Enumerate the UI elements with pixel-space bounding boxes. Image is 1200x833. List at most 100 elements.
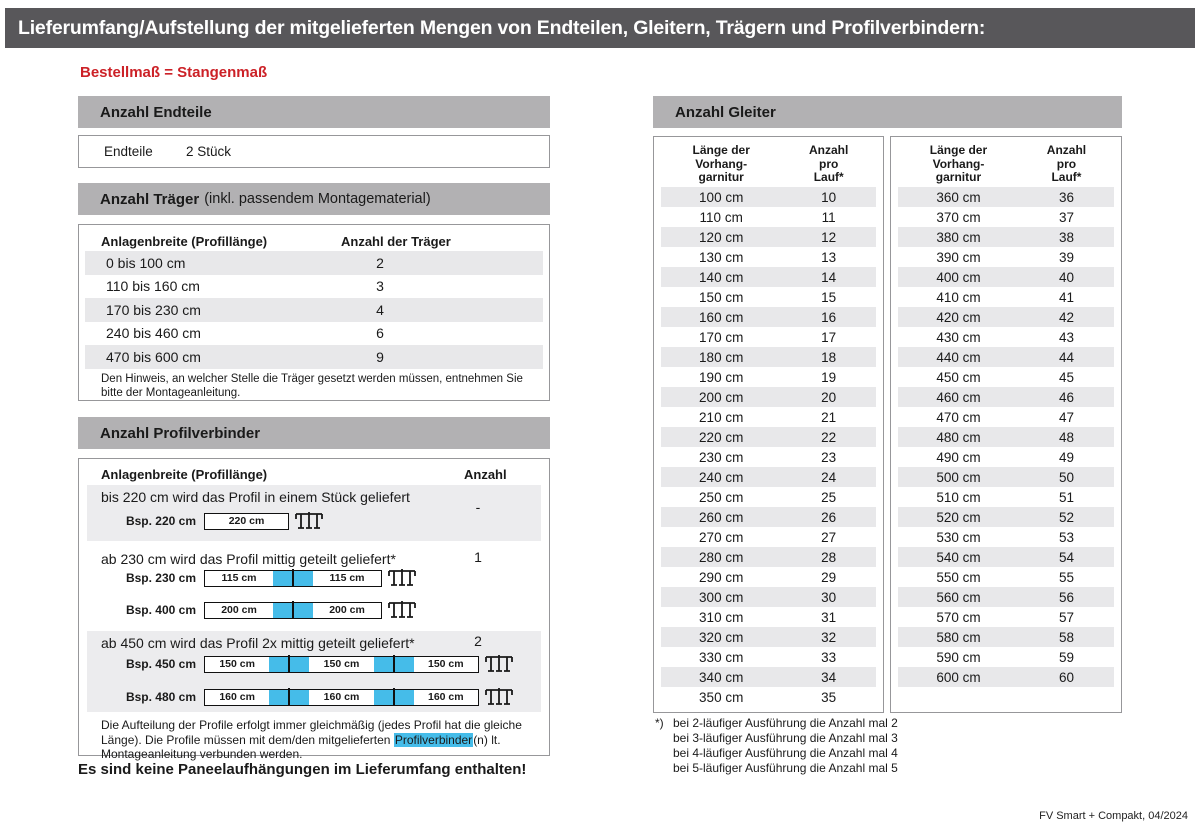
table-row: 200 cm 20: [661, 387, 876, 407]
count-cell: 36: [1058, 189, 1074, 205]
table-row: 180 cm 18: [661, 347, 876, 367]
table-row: 250 cm 25: [661, 487, 876, 507]
footnote-text: bei 2-läufiger Ausführung die Anzahl mal…: [673, 716, 898, 730]
table-row: 450 cm 45: [898, 367, 1114, 387]
range-cell: 470 bis 600 cm: [106, 348, 201, 365]
profile-example-row: Bsp. 450 cm 150 cm 150 cm 150 cm: [101, 655, 514, 673]
table-row: 430 cm 43: [898, 327, 1114, 347]
length-cell: 210 cm: [699, 409, 744, 425]
count-cell: 13: [821, 249, 837, 265]
count-cell: 57: [1058, 609, 1074, 625]
table-row: 380 cm 38: [898, 227, 1114, 247]
profilverbinder-note: Die Aufteilung der Profile erfolgt immer…: [101, 718, 539, 762]
count-cell: 22: [821, 429, 837, 445]
profile-bar: 200 cm 200 cm: [204, 601, 382, 619]
profile-example-row: Bsp. 400 cm 200 cm 200 cm: [101, 601, 417, 619]
table-row: 140 cm 14: [661, 267, 876, 287]
section-heading-suffix: (inkl. passendem Montagematerial): [204, 191, 431, 207]
count-cell: 46: [1058, 389, 1074, 405]
length-cell: 450 cm: [936, 369, 981, 385]
block-description: ab 230 cm wird das Profil mittig geteilt…: [101, 551, 396, 567]
count-cell: 30: [821, 589, 837, 605]
count-cell: 29: [821, 569, 837, 585]
length-cell: 300 cm: [699, 589, 744, 605]
block-description: bis 220 cm wird das Profil in einem Stüc…: [101, 489, 410, 505]
table-row: 0 bis 100 cm 2: [85, 251, 543, 275]
column-header-width: Anlagenbreite (Profillänge): [101, 234, 268, 249]
profilverbinder-table: Anlagenbreite (Profillänge) Anzahl bis 2…: [78, 458, 550, 761]
length-cell: 180 cm: [699, 349, 744, 365]
table-row: 240 bis 460 cm 6: [85, 322, 543, 346]
profile-connector: [373, 688, 414, 706]
length-cell: 110 cm: [699, 209, 743, 225]
length-cell: 130 cm: [699, 249, 744, 265]
length-cell: 270 cm: [699, 529, 744, 545]
block-description: ab 450 cm wird das Profil 2x mittig gete…: [101, 635, 415, 651]
count-cell: 45: [1058, 369, 1074, 385]
profile-example-row: Bsp. 220 cm 220 cm: [101, 512, 324, 530]
profile-connector: [373, 655, 414, 673]
endteile-table: Endteile 2 Stück: [78, 135, 550, 168]
count-cell: 14: [821, 269, 837, 285]
length-cell: 320 cm: [699, 629, 744, 645]
count-cell: 49: [1058, 449, 1074, 465]
profile-cross-section-icon: [485, 688, 513, 705]
length-cell: 160 cm: [699, 309, 744, 325]
count-cell: 12: [821, 229, 837, 245]
table-row: 560 cm 56: [898, 587, 1114, 607]
footnote-marker: [655, 746, 673, 761]
gleiter-rows-1: 100 cm 10 110 cm 11 120 cm 12 130 cm 13 140 cm 14…: [654, 187, 883, 707]
range-cell: 110 bis 160 cm: [106, 278, 200, 295]
profile-segment: 150 cm: [323, 658, 360, 670]
table-row: 410 cm 41: [898, 287, 1114, 307]
gleiter-table-1: Länge der Vorhang- garnitur Anzahl pro L…: [653, 136, 884, 713]
count-cell: 42: [1058, 309, 1074, 325]
header-line: garnitur: [935, 170, 982, 184]
section-heading-traeger: Anzahl Träger (inkl. passendem Montagema…: [78, 183, 550, 215]
count-cell: 9: [376, 348, 384, 365]
count-cell: 54: [1058, 549, 1074, 565]
profile-cross-section-icon: [388, 601, 416, 618]
count-cell: 28: [821, 549, 837, 565]
page-title: Lieferumfang/Aufstellung der mitgeliefer…: [5, 8, 1195, 48]
table-row: 280 cm 28: [661, 547, 876, 567]
table-row: 390 cm 39: [898, 247, 1114, 267]
column-header-count: Anzahl pro Lauf*: [781, 143, 876, 185]
length-cell: 520 cm: [936, 509, 981, 525]
count-cell: 37: [1058, 209, 1074, 225]
column-header-width: Anlagenbreite (Profillänge): [101, 467, 268, 482]
length-cell: 330 cm: [699, 649, 744, 665]
table-row: 480 cm 48: [898, 427, 1114, 447]
column-header-length: Länge der Vorhang- garnitur: [898, 143, 1019, 185]
traeger-note: Den Hinweis, an welcher Stelle die Träge…: [101, 373, 523, 399]
length-cell: 470 cm: [936, 409, 981, 425]
count-cell: 3: [376, 278, 384, 295]
profile-cross-section-icon: [485, 655, 513, 672]
profile-bar: 160 cm 160 cm 160 cm: [204, 688, 479, 706]
profile-connector: [273, 601, 313, 619]
section-heading-text: Anzahl Gleiter: [675, 103, 776, 121]
count-cell: 39: [1058, 249, 1074, 265]
profile-bar: 150 cm 150 cm 150 cm: [204, 655, 479, 673]
table-row: 580 cm 58: [898, 627, 1114, 647]
table-row: 510 cm 51: [898, 487, 1114, 507]
gleiter-footnotes: *) bei 2-läufiger Ausführung die Anzahl m…: [655, 716, 898, 776]
example-label: Bsp. 400 cm: [125, 603, 196, 617]
profile-cross-section-icon: [295, 512, 323, 529]
length-cell: 340 cm: [699, 669, 744, 685]
section-heading-gleiter: Anzahl Gleiter: [653, 96, 1122, 128]
profile-bar: 115 cm 115 cm: [204, 569, 382, 587]
range-cell: 170 bis 230 cm: [106, 301, 201, 318]
count-cell: 34: [821, 669, 837, 685]
footnote-marker: *): [655, 716, 664, 730]
table-row: 340 cm 34: [661, 667, 876, 687]
count-cell: 47: [1058, 409, 1074, 425]
length-cell: 550 cm: [936, 569, 981, 585]
column-header-count: Anzahl: [464, 467, 507, 482]
table-row: 240 cm 24: [661, 467, 876, 487]
table-row: 130 cm 13: [661, 247, 876, 267]
document-footer: FV Smart + Compakt, 04/2024: [1039, 810, 1188, 822]
length-cell: 240 cm: [699, 469, 744, 485]
count-cell: 51: [1058, 489, 1074, 505]
length-cell: 370 cm: [936, 209, 981, 225]
